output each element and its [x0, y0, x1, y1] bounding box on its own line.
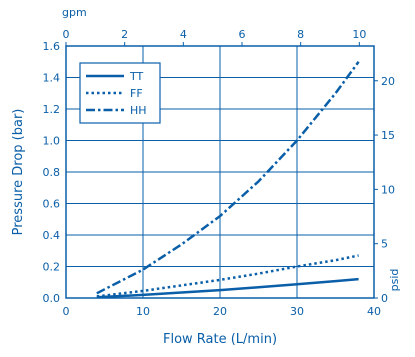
- right-tick-label: 0: [381, 292, 388, 305]
- x-tick-label: 30: [290, 305, 304, 318]
- right-tick-label: 5: [381, 238, 388, 251]
- y-tick-label: 1.0: [43, 135, 61, 148]
- y-tick-label: 0.0: [43, 292, 61, 305]
- right-tick-label: 15: [381, 129, 395, 142]
- top-tick-label: 0: [63, 28, 70, 41]
- plot-area-frame: [65, 45, 375, 299]
- top-tick-label: 8: [297, 28, 304, 41]
- legend-label: TT: [129, 70, 144, 83]
- right-tick-label: 10: [381, 183, 395, 196]
- x-tick-label: 40: [367, 305, 381, 318]
- right-tick-label: 20: [381, 75, 395, 88]
- axis-ticks: 0 10 20 30 400.00.20.40.60.81.01.21.41.60 2 4 6…: [43, 28, 396, 318]
- x-tick-label: 0: [63, 305, 70, 318]
- legend-label: HH: [130, 104, 147, 117]
- top-tick-label: 4: [180, 28, 187, 41]
- series-line-hh: [96, 61, 360, 295]
- top-tick-label: 2: [121, 28, 128, 41]
- top-axis-unit-label: gpm: [62, 6, 87, 19]
- y-tick-label: 0.6: [43, 198, 61, 211]
- y-tick-label: 0.8: [43, 166, 61, 179]
- x-tick-label: 10: [136, 305, 150, 318]
- y-tick-label: 1.6: [43, 40, 61, 53]
- y-tick-label: 1.2: [43, 103, 61, 116]
- top-tick-label: 10: [352, 28, 366, 41]
- legend: TT FF HH: [79, 62, 161, 124]
- y-tick-label: 1.4: [43, 72, 61, 85]
- top-tick-label: 6: [239, 28, 246, 41]
- series-line-tt: [96, 277, 359, 299]
- y-tick-label: 0.4: [43, 229, 61, 242]
- x-axis-title: Flow Rate (L/min): [163, 332, 277, 347]
- series-line-ff: [96, 254, 359, 298]
- series-lines: [96, 61, 360, 299]
- x-tick-label: 20: [213, 305, 227, 318]
- grid-lines: [66, 46, 374, 298]
- right-axis-unit-label: psid: [388, 269, 401, 292]
- legend-label: FF: [130, 87, 143, 100]
- y-tick-label: 0.2: [43, 261, 61, 274]
- y-axis-title: Pressure Drop (bar): [11, 109, 26, 236]
